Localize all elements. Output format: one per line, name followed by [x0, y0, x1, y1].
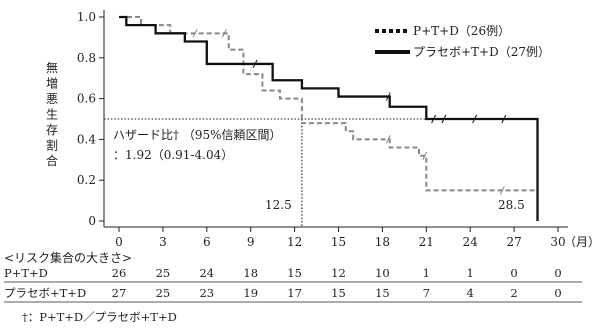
censor-mark-pt [221, 29, 227, 38]
risk-cell: 7 [423, 286, 430, 300]
censor-mark-pt [499, 186, 505, 195]
y-tick-label: 1.0 [77, 10, 96, 24]
legend: P+T+D（26例） プラセボ+T+D（27例） [375, 24, 550, 59]
legend-label-pt: P+T+D（26例） [413, 24, 510, 38]
risk-row-label: P+T+D [4, 266, 48, 280]
risk-cell: 27 [112, 286, 127, 300]
risk-cell: 26 [112, 266, 127, 280]
risk-table-title: <リスク集合の大きさ> [4, 250, 132, 265]
y-axis-label-char: 増 [46, 77, 58, 91]
hazard-ratio-value: ：1.92（0.91-4.04） [113, 148, 233, 162]
censor-mark-placebo [441, 114, 447, 124]
x-ticks: 0 3 6 9 12 15 18 21 24 27 30 [115, 227, 566, 249]
survival-curve-pt [119, 16, 537, 192]
risk-cell: 1 [467, 266, 474, 280]
risk-cell: 0 [554, 286, 561, 300]
y-tick-label: 0.2 [77, 173, 96, 187]
risk-cell: 4 [467, 286, 474, 300]
risk-cell: 24 [199, 266, 214, 280]
censor-mark-pt [422, 151, 428, 160]
annotation-bg [109, 124, 299, 168]
censor-mark-pt [385, 135, 391, 144]
risk-cell: 17 [287, 286, 302, 300]
x-tick-label: 6 [203, 235, 211, 249]
censor-mark-placebo [385, 92, 391, 101]
legend-label-placebo: プラセボ+T+D（27例） [413, 45, 550, 59]
x-tick-label: 0 [115, 235, 123, 249]
risk-cell: 10 [375, 266, 390, 280]
x-tick-label: 30 [550, 235, 565, 249]
x-tick-label: 9 [247, 235, 255, 249]
risk-cell: 15 [375, 286, 390, 300]
risk-cell: 25 [156, 266, 171, 280]
y-tick-label: 0.6 [77, 92, 96, 106]
x-tick-label: 24 [463, 235, 479, 249]
median-reference-lines [104, 118, 537, 227]
footnote: †：P+T+D／プラセボ+T+D [22, 310, 177, 324]
risk-cell: 19 [243, 286, 258, 300]
x-tick-label: 3 [159, 235, 167, 249]
survival-curve-placebo [119, 15, 539, 221]
x-tick-label: 18 [375, 235, 390, 249]
risk-cell: 15 [331, 286, 346, 300]
risk-cell: 25 [156, 286, 171, 300]
y-axis-label-char: 生 [46, 108, 58, 122]
censor-mark-placebo [431, 114, 437, 124]
censor-mark-placebo [252, 59, 258, 69]
y-tick-label: 0.4 [77, 132, 96, 146]
y-tick-label: 0 [88, 214, 96, 228]
risk-cell: 23 [199, 286, 214, 300]
risk-cell: 1 [423, 266, 430, 280]
x-tick-label: 15 [331, 235, 346, 249]
risk-row-label: プラセボ+T+D [4, 286, 86, 300]
risk-cell: 15 [287, 266, 302, 280]
survival-curves [119, 15, 539, 221]
hazard-ratio-label: ハザード比† （95%信頼区間） [113, 128, 282, 142]
censor-mark-placebo [472, 114, 478, 124]
risk-cell: 2 [510, 286, 517, 300]
risk-cell: 12 [331, 266, 346, 280]
y-axis-label-char: 存 [46, 123, 58, 137]
y-ticks: 0 0.2 0.4 0.6 0.8 1.0 [77, 10, 104, 228]
x-tick-label: 12 [287, 235, 302, 249]
y-axis-label-char: 悪 [46, 92, 58, 106]
risk-cell: 0 [554, 266, 561, 280]
y-tick-label: 0.8 [77, 51, 96, 65]
median-label-placebo: 28.5 [498, 198, 525, 212]
x-axis-label: （月） [564, 235, 592, 249]
risk-cell: 18 [243, 266, 258, 280]
x-tick-label: 27 [506, 235, 521, 249]
y-axis-label-char: 無 [46, 60, 58, 75]
censor-mark-placebo [501, 114, 507, 124]
x-tick-label: 21 [419, 235, 434, 249]
median-label-pt: 12.5 [265, 198, 292, 212]
censor-mark-pt [192, 29, 198, 38]
risk-cell: 0 [510, 266, 517, 280]
y-axis-label-char: 合 [46, 153, 58, 168]
y-axis-label-char: 割 [46, 138, 58, 153]
